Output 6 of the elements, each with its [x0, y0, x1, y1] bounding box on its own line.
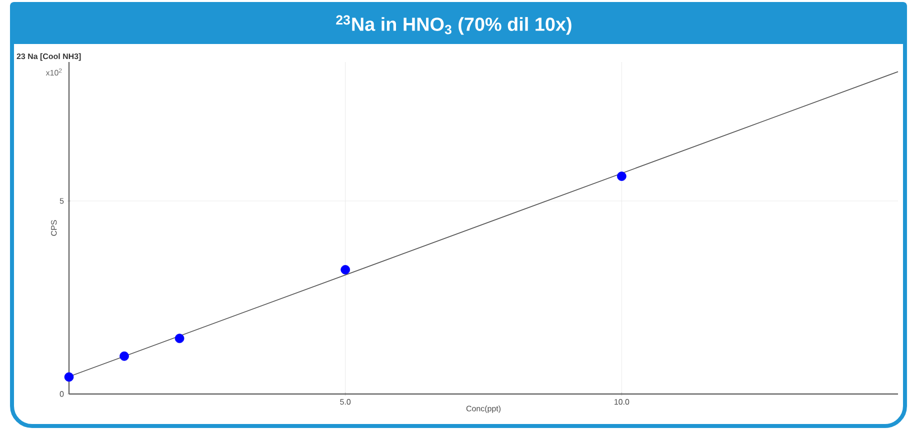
point: [64, 372, 74, 382]
point: [340, 265, 350, 274]
chart-title: $^{23}$Na in HNO$_{3}$ (70% dil 10x): [336, 15, 572, 35]
point: [120, 351, 129, 361]
point: [616, 172, 626, 181]
point: [174, 334, 184, 344]
